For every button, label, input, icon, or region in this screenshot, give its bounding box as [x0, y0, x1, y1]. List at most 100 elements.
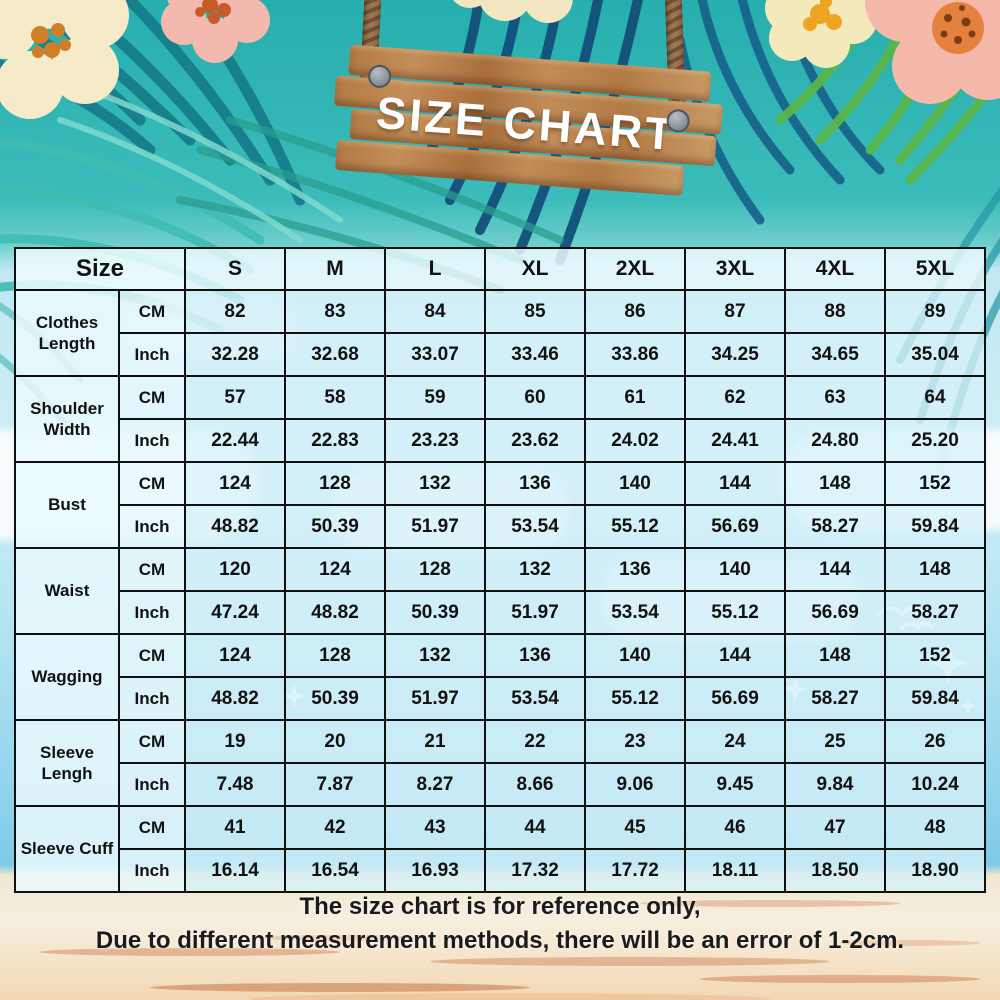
value-cell: 58.27 — [784, 676, 886, 721]
value-cell: 152 — [884, 633, 986, 678]
size-col-header: 4XL — [784, 247, 886, 291]
sand-streak — [430, 957, 830, 966]
value-cell: 25.20 — [884, 418, 986, 463]
value-cell: 10.24 — [884, 762, 986, 807]
size-table: Size S M L XL 2XL 3XL 4XL 5XL Clothes Length CM 82 8… — [14, 247, 986, 893]
value-cell: 51.97 — [484, 590, 586, 635]
value-cell: 34.25 — [684, 332, 786, 377]
value-cell: 56.69 — [784, 590, 886, 635]
cream-flower-pair-icon — [453, 0, 573, 23]
value-cell: 58.27 — [784, 504, 886, 549]
sand-streak — [700, 975, 980, 983]
value-cell: 64 — [884, 375, 986, 420]
value-cell: 55.12 — [584, 504, 686, 549]
value-cell: 128 — [284, 461, 386, 506]
measurement-label: Sleeve Cuff — [14, 805, 120, 893]
value-cell: 136 — [584, 547, 686, 592]
value-cell: 9.06 — [584, 762, 686, 807]
value-cell: 144 — [684, 633, 786, 678]
value-cell: 33.86 — [584, 332, 686, 377]
wooden-sign: SIZE CHART — [327, 44, 726, 205]
value-cell: 124 — [184, 461, 286, 506]
value-cell: 132 — [384, 633, 486, 678]
value-cell: 152 — [884, 461, 986, 506]
value-cell: 53.54 — [484, 504, 586, 549]
unit-inch-label: Inch — [118, 848, 186, 893]
value-cell: 18.11 — [684, 848, 786, 893]
value-cell: 44 — [484, 805, 586, 850]
value-cell: 46 — [684, 805, 786, 850]
size-col-header: 2XL — [584, 247, 686, 291]
value-cell: 22.83 — [284, 418, 386, 463]
value-cell: 62 — [684, 375, 786, 420]
value-cell: 23 — [584, 719, 686, 764]
value-cell: 136 — [484, 461, 586, 506]
value-cell: 48.82 — [184, 676, 286, 721]
unit-cm-label: CM — [118, 633, 186, 678]
yellow-flower-icon — [765, 0, 877, 68]
value-cell: 140 — [584, 633, 686, 678]
value-cell: 53.54 — [484, 676, 586, 721]
value-cell: 58.27 — [884, 590, 986, 635]
value-cell: 144 — [784, 547, 886, 592]
value-cell: 50.39 — [384, 590, 486, 635]
value-cell: 140 — [684, 547, 786, 592]
value-cell: 35.04 — [884, 332, 986, 377]
measurement-label: Clothes Length — [14, 289, 120, 377]
value-cell: 132 — [484, 547, 586, 592]
footnote-line-2: Due to different measurement methods, th… — [95, 927, 905, 955]
value-cell: 42 — [284, 805, 386, 850]
value-cell: 59.84 — [884, 676, 986, 721]
value-cell: 55.12 — [684, 590, 786, 635]
value-cell: 16.14 — [184, 848, 286, 893]
measurement-label: Wagging — [14, 633, 120, 721]
unit-cm-label: CM — [118, 375, 186, 420]
size-col-header: M — [284, 247, 386, 291]
size-col-header: L — [384, 247, 486, 291]
value-cell: 33.07 — [384, 332, 486, 377]
value-cell: 48.82 — [284, 590, 386, 635]
large-pink-flower-icon — [865, 0, 1000, 104]
value-cell: 24 — [684, 719, 786, 764]
value-cell: 148 — [784, 461, 886, 506]
value-cell: 48.82 — [184, 504, 286, 549]
value-cell: 21 — [384, 719, 486, 764]
unit-inch-label: Inch — [118, 590, 186, 635]
value-cell: 32.68 — [284, 332, 386, 377]
unit-inch-label: Inch — [118, 762, 186, 807]
value-cell: 128 — [384, 547, 486, 592]
value-cell: 23.62 — [484, 418, 586, 463]
value-cell: 20 — [284, 719, 386, 764]
value-cell: 58 — [284, 375, 386, 420]
value-cell: 59 — [384, 375, 486, 420]
value-cell: 9.84 — [784, 762, 886, 807]
value-cell: 19 — [184, 719, 286, 764]
value-cell: 45 — [584, 805, 686, 850]
value-cell: 132 — [384, 461, 486, 506]
cream-flower-icon — [0, 0, 129, 119]
unit-cm-label: CM — [118, 289, 186, 334]
size-corner-header: Size — [14, 247, 186, 291]
unit-cm-label: CM — [118, 547, 186, 592]
value-cell: 89 — [884, 289, 986, 334]
value-cell: 22.44 — [184, 418, 286, 463]
measurement-label: Sleeve Lengh — [14, 719, 120, 807]
value-cell: 84 — [384, 289, 486, 334]
value-cell: 16.93 — [384, 848, 486, 893]
sand-streak — [150, 983, 530, 992]
measurement-label: Waist — [14, 547, 120, 635]
value-cell: 57 — [184, 375, 286, 420]
value-cell: 24.02 — [584, 418, 686, 463]
value-cell: 9.45 — [684, 762, 786, 807]
pink-flower-icon — [161, 0, 270, 63]
value-cell: 24.80 — [784, 418, 886, 463]
value-cell: 140 — [584, 461, 686, 506]
value-cell: 83 — [284, 289, 386, 334]
value-cell: 55.12 — [584, 676, 686, 721]
value-cell: 120 — [184, 547, 286, 592]
value-cell: 56.69 — [684, 504, 786, 549]
value-cell: 85 — [484, 289, 586, 334]
value-cell: 34.65 — [784, 332, 886, 377]
value-cell: 26 — [884, 719, 986, 764]
